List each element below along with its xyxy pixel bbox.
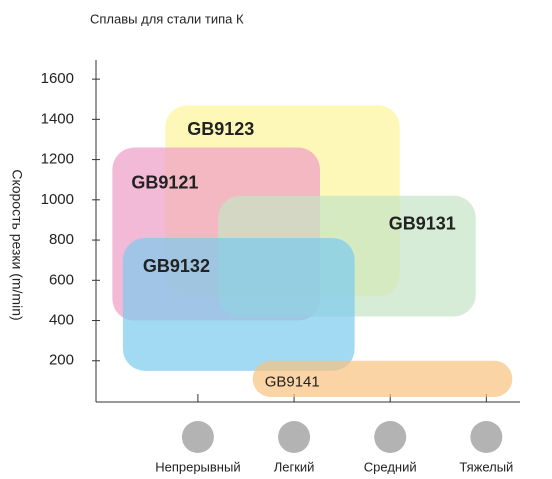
y-tick-label: 800	[49, 231, 74, 248]
y-tick-label: 1200	[41, 151, 74, 168]
y-tick-label: 200	[49, 352, 74, 369]
category-icon	[278, 421, 311, 453]
grade-label: GB9141	[265, 374, 320, 391]
grade-label: GB9131	[389, 214, 456, 234]
category-icon	[470, 421, 503, 453]
grade-label: GB9121	[131, 172, 198, 192]
x-tick-label: Средний	[364, 459, 417, 474]
category-icon	[374, 421, 407, 453]
y-axis-label: Скорость резки (m/min)	[9, 169, 25, 320]
y-tick-label: 1400	[41, 110, 74, 127]
grade-label: GB9132	[143, 256, 210, 276]
grade-region	[252, 360, 513, 397]
x-tick-label: Непрерывный	[155, 459, 240, 474]
y-tick-label: 1000	[41, 191, 74, 208]
category-icon	[181, 421, 214, 453]
x-tick-label: Тяжелый	[459, 459, 513, 474]
grade-label: GB9123	[187, 119, 254, 139]
y-tick-label: 600	[49, 271, 74, 288]
chart-title: Сплавы для стали типа К	[90, 11, 244, 26]
y-tick-label: 1600	[41, 70, 74, 87]
y-tick-label: 400	[49, 311, 74, 328]
x-tick-label: Легкий	[274, 459, 315, 474]
grade-region	[122, 238, 355, 371]
